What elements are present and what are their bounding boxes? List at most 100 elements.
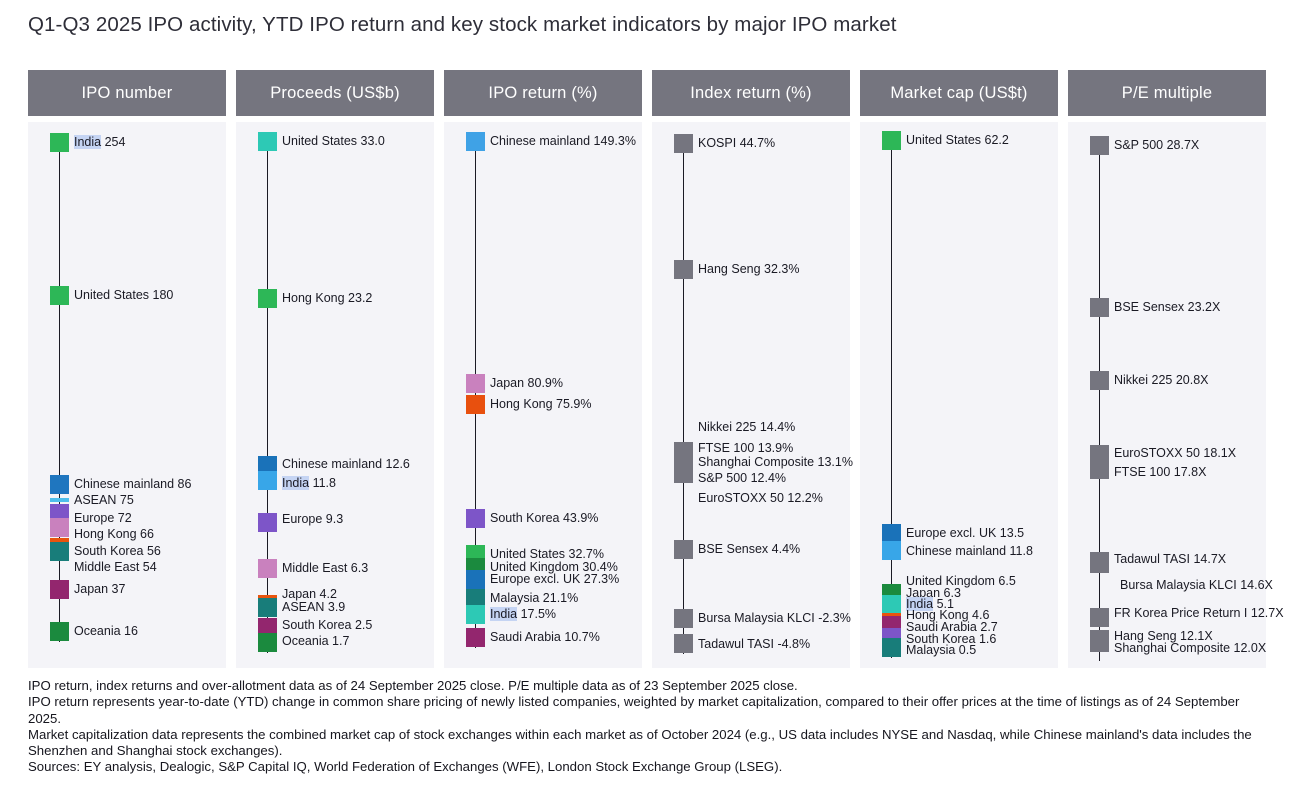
data-label: FTSE 100 17.8X (1114, 463, 1206, 481)
market-name: Japan (906, 586, 941, 600)
data-label: Nikkei 225 14.4% (698, 418, 795, 436)
data-marker (258, 618, 277, 637)
footnote-line: Sources: EY analysis, Dealogic, S&P Capi… (28, 759, 783, 775)
axis-line (267, 141, 268, 653)
market-value: 23.2 (344, 291, 373, 305)
data-label: FTSE 100 13.9% (698, 439, 793, 457)
market-name: Oceania (74, 624, 121, 638)
data-label: United States 62.2 (906, 131, 1009, 149)
data-label: Shanghai Composite 12.0X (1114, 639, 1266, 657)
data-label: Middle East 6.3 (282, 559, 368, 577)
market-value: 10.7% (560, 630, 600, 644)
data-marker (674, 479, 693, 483)
market-value: 75 (116, 493, 134, 507)
market-value: 2.7 (976, 620, 998, 634)
market-value: 11.8 (309, 476, 336, 490)
data-marker (50, 518, 69, 537)
market-value: 44.7% (736, 136, 776, 150)
data-marker (1090, 648, 1109, 652)
data-label: Europe 72 (74, 509, 132, 527)
data-marker (882, 638, 901, 657)
data-label: India 17.5% (490, 605, 556, 623)
market-name: Nikkei 225 (698, 420, 757, 434)
market-name: Shanghai Composite (1114, 641, 1231, 655)
market-value: 180 (149, 288, 174, 302)
column-body: KOSPI 44.7% Hang Seng 32.3% Nikkei 225 14.… (652, 122, 853, 668)
footnotes: IPO return, index returns and over-allot… (28, 678, 1272, 776)
axis-line (683, 143, 684, 654)
column-header: IPO return (%) (444, 70, 642, 116)
data-label: South Korea 56 (74, 542, 161, 560)
market-value: 13.1% (814, 455, 853, 469)
market-value: -4.8% (773, 637, 811, 651)
market-name: Tadawul TASI (698, 637, 774, 651)
data-marker (258, 132, 277, 151)
data-marker (50, 622, 69, 641)
market-name: Europe (74, 511, 115, 525)
market-name: Europe excl. UK (906, 526, 997, 540)
market-value: 43.9% (559, 511, 599, 525)
market-name: Malaysia (490, 591, 540, 605)
data-marker (882, 131, 901, 150)
chart: IPO number India 254 United States 180 Chin… (28, 70, 1284, 668)
data-label: Hong Kong 66 (74, 525, 154, 543)
highlighted-term: India (74, 135, 102, 149)
market-name: KOSPI (698, 136, 737, 150)
market-value: 20.8X (1172, 373, 1209, 387)
indicator-column-2: Proceeds (US$b) United States 33.0 Hong Ko… (236, 70, 434, 668)
data-marker (882, 595, 901, 614)
data-marker (258, 595, 277, 599)
market-value: 14.4% (756, 420, 796, 434)
data-label: Saudi Arabia 10.7% (490, 628, 600, 646)
market-name: Bursa Malaysia KLCI (698, 611, 815, 625)
market-name: FR Korea Price Return I (1114, 606, 1248, 620)
data-marker (50, 538, 69, 542)
column-body: Chinese mainland 149.3% Japan 80.9% Hong K… (444, 122, 642, 668)
market-name: Hong Kong (490, 397, 553, 411)
market-name: EuroSTOXX 50 (1114, 446, 1200, 460)
indicator-column-6: P/E multiple S&P 500 28.7X BSE Sensex 23.2… (1068, 70, 1284, 668)
column-header: P/E multiple (1068, 70, 1266, 116)
highlighted-term: India (906, 597, 934, 611)
market-value: 21.1% (539, 591, 579, 605)
market-value: 6.3 (940, 586, 961, 600)
market-name: Hong Kong (906, 608, 969, 622)
data-label: Malaysia 0.5 (906, 641, 976, 659)
market-value: 1.6 (975, 632, 997, 646)
data-marker (50, 286, 69, 305)
data-marker (1090, 371, 1109, 390)
axis-line (1099, 145, 1100, 661)
data-label: South Korea 1.6 (906, 630, 996, 648)
data-label: United States 33.0 (282, 132, 385, 150)
market-name: BSE Sensex (698, 542, 769, 556)
column-body: India 254 United States 180 Chinese mainla… (28, 122, 226, 668)
data-label: S&P 500 12.4% (698, 469, 786, 487)
footnote-line: IPO return represents year-to-date (YTD)… (28, 694, 1240, 726)
market-name: Hong Kong (282, 291, 345, 305)
data-label: Hong Kong 23.2 (282, 289, 372, 307)
market-name: Chinese mainland (74, 477, 175, 491)
market-name: Europe (282, 512, 323, 526)
data-marker (1090, 136, 1109, 155)
data-marker (258, 598, 277, 617)
market-value: 80.9% (524, 376, 563, 390)
market-name: United States (74, 288, 150, 302)
market-value: 0.5 (955, 643, 977, 657)
data-label: Chinese mainland 86 (74, 475, 191, 493)
market-value: 6.3 (347, 561, 369, 575)
data-marker (50, 542, 69, 561)
data-marker (1090, 552, 1109, 571)
footnote-line: IPO return, index returns and over-allot… (28, 678, 798, 693)
market-value: 11.8 (1006, 544, 1033, 558)
market-name: United Kingdom (906, 574, 995, 588)
market-value: 13.5 (996, 526, 1025, 540)
market-name: Europe excl. UK (490, 572, 581, 586)
market-value: 6.5 (994, 574, 1016, 588)
data-label: Japan 37 (74, 580, 125, 598)
market-name: Japan (74, 582, 109, 596)
indicator-column-3: IPO return (%) Chinese mainland 149.3% Jap… (444, 70, 642, 668)
market-value: 18.1X (1199, 446, 1237, 460)
data-label: Oceania 1.7 (282, 632, 349, 650)
data-marker (882, 524, 901, 543)
